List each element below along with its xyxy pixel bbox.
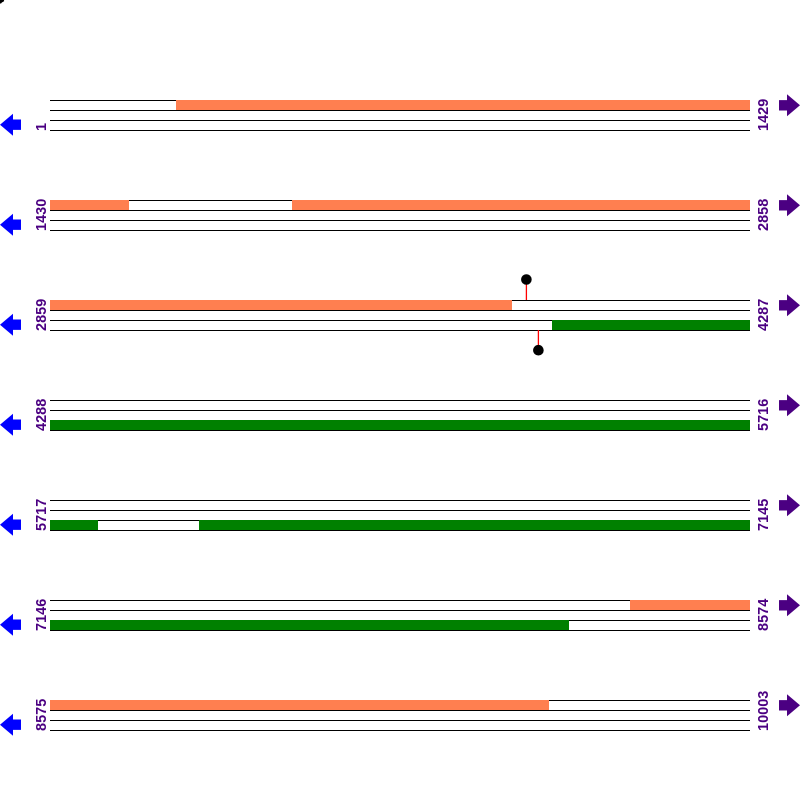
svg-text:5716: 5716 xyxy=(756,399,772,431)
svg-text:1: 1 xyxy=(34,123,50,131)
svg-text:2858: 2858 xyxy=(756,199,772,231)
svg-text:7146: 7146 xyxy=(34,599,50,631)
svg-text:8574: 8574 xyxy=(756,599,772,631)
svg-text:1429: 1429 xyxy=(756,99,772,131)
svg-text:1430: 1430 xyxy=(34,199,50,231)
svg-text:8575: 8575 xyxy=(34,699,50,731)
svg-text:4287: 4287 xyxy=(756,299,772,331)
svg-text:10003: 10003 xyxy=(756,691,772,731)
svg-text:2859: 2859 xyxy=(34,299,50,331)
svg-text:5717: 5717 xyxy=(34,499,50,531)
svg-text:7145: 7145 xyxy=(756,499,772,531)
svg-text:4288: 4288 xyxy=(34,399,50,431)
